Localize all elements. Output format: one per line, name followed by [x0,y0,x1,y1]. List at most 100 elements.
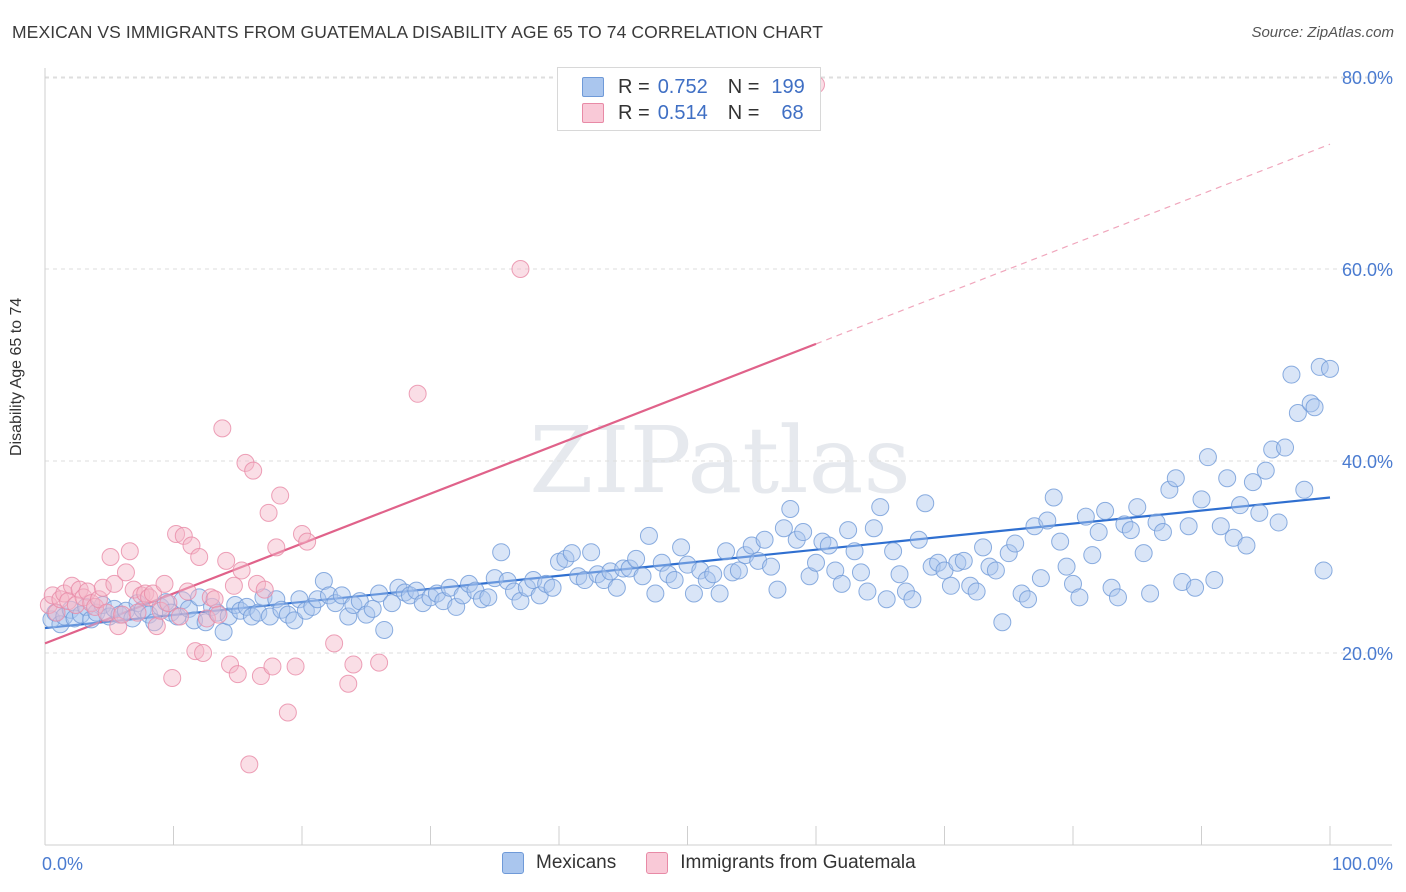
axes [44,68,1392,846]
legend-swatch-mexicans [502,852,524,874]
point-guatemala [251,667,270,686]
point-mexicans [382,594,401,613]
point-guatemala [39,596,58,614]
n-value: 68 [781,101,804,124]
point-mexicans [864,519,883,538]
point-guatemala [151,601,170,620]
point-guatemala [221,655,240,674]
point-mexicans [903,590,922,609]
point-mexicans [639,526,658,545]
point-mexicans [1231,496,1250,515]
point-guatemala [178,582,197,601]
point-mexicans [871,498,890,517]
point-mexicans [890,565,909,584]
point-mexicans [1083,546,1102,565]
stats-row-mexicans: R = 0.752 N = 199 [582,74,805,100]
point-mexicans [260,607,279,626]
point-mexicans [479,588,498,607]
point-mexicans [986,561,1005,580]
point-guatemala [163,668,182,687]
point-mexicans [1128,498,1147,517]
trend-line-mexicans [44,496,1331,630]
point-mexicans [851,563,870,582]
point-mexicans [929,553,948,572]
r-label: R = [618,75,650,98]
point-mexicans [665,571,684,590]
point-mexicans [1218,469,1237,488]
point-mexicans [395,583,414,602]
point-mexicans [1166,469,1185,488]
point-mexicans [370,584,389,603]
point-mexicans [729,561,748,580]
point-guatemala [170,607,189,626]
n-label: N = [727,75,760,98]
point-guatemala [263,657,282,676]
point-mexicans [845,542,864,561]
point-mexicans [794,523,813,542]
y-axis-label: Disability Age 65 to 74 [8,297,25,456]
legend-item-guatemala[interactable]: Immigrants from Guatemala [646,852,916,874]
y-tick-label: 40.0% [1342,452,1393,472]
point-guatemala [113,605,132,624]
r-value: 0.752 [657,75,708,98]
legend-item-mexicans[interactable]: Mexicans [502,852,616,874]
legend-label-guatemala: Immigrants from Guatemala [680,852,916,873]
point-guatemala [255,580,274,599]
point-mexicans [226,596,245,614]
point-mexicans [839,521,858,540]
point-mexicans [498,572,517,590]
point-guatemala [244,461,263,480]
point-guatemala [339,674,358,693]
point-mexicans [1108,588,1127,607]
point-guatemala [47,603,66,622]
point-mexicans [1256,461,1275,480]
point-mexicans [993,613,1012,632]
point-guatemala [232,561,251,580]
point-mexicans [326,594,345,613]
point-mexicans [1250,503,1269,522]
trend-lines [44,143,1331,645]
point-guatemala [286,657,305,676]
point-mexicans [633,567,652,586]
chart-title: MEXICAN VS IMMIGRANTS FROM GUATEMALA DIS… [12,22,824,42]
point-mexicans [1006,534,1025,553]
point-mexicans [1134,544,1153,563]
point-guatemala [236,453,255,472]
point-guatemala [186,642,205,661]
stats-swatch-guatemala [582,103,604,123]
point-mexicans [704,565,723,584]
point-mexicans [755,530,774,549]
point-guatemala [174,526,193,545]
stats-swatch-mexicans [582,77,604,97]
stats-row-guatemala: R = 0.514 N = 68 [582,100,804,126]
point-guatemala [105,574,124,593]
point-guatemala [325,634,344,653]
point-guatemala [209,605,228,624]
point-mexicans [672,538,691,557]
point-mexicans [1314,561,1333,580]
r-value: 0.514 [657,101,708,124]
point-guatemala [217,551,236,570]
point-mexicans [1147,513,1166,532]
point-guatemala [159,594,178,613]
trend-line-guatemala [44,342,817,645]
point-mexicans [710,584,729,603]
point-guatemala [167,524,186,543]
y-tick-label: 20.0% [1342,644,1393,664]
point-mexicans [858,582,877,601]
point-guatemala [116,563,135,582]
point-mexicans [1038,511,1057,530]
point-mexicans [1160,480,1179,499]
point-mexicans [1295,480,1314,499]
point-guatemala [155,574,174,593]
point-mexicans [768,580,787,599]
point-mexicans [339,607,358,626]
x-tick-label: 100.0% [1332,854,1393,874]
legend-label-mexicans: Mexicans [536,852,617,873]
trend-line-guatemala-extrapolated [815,143,1331,345]
y-tick-label: 60.0% [1342,260,1393,280]
point-mexicans [909,530,928,549]
point-mexicans [1096,501,1115,520]
point-mexicans [652,553,671,572]
